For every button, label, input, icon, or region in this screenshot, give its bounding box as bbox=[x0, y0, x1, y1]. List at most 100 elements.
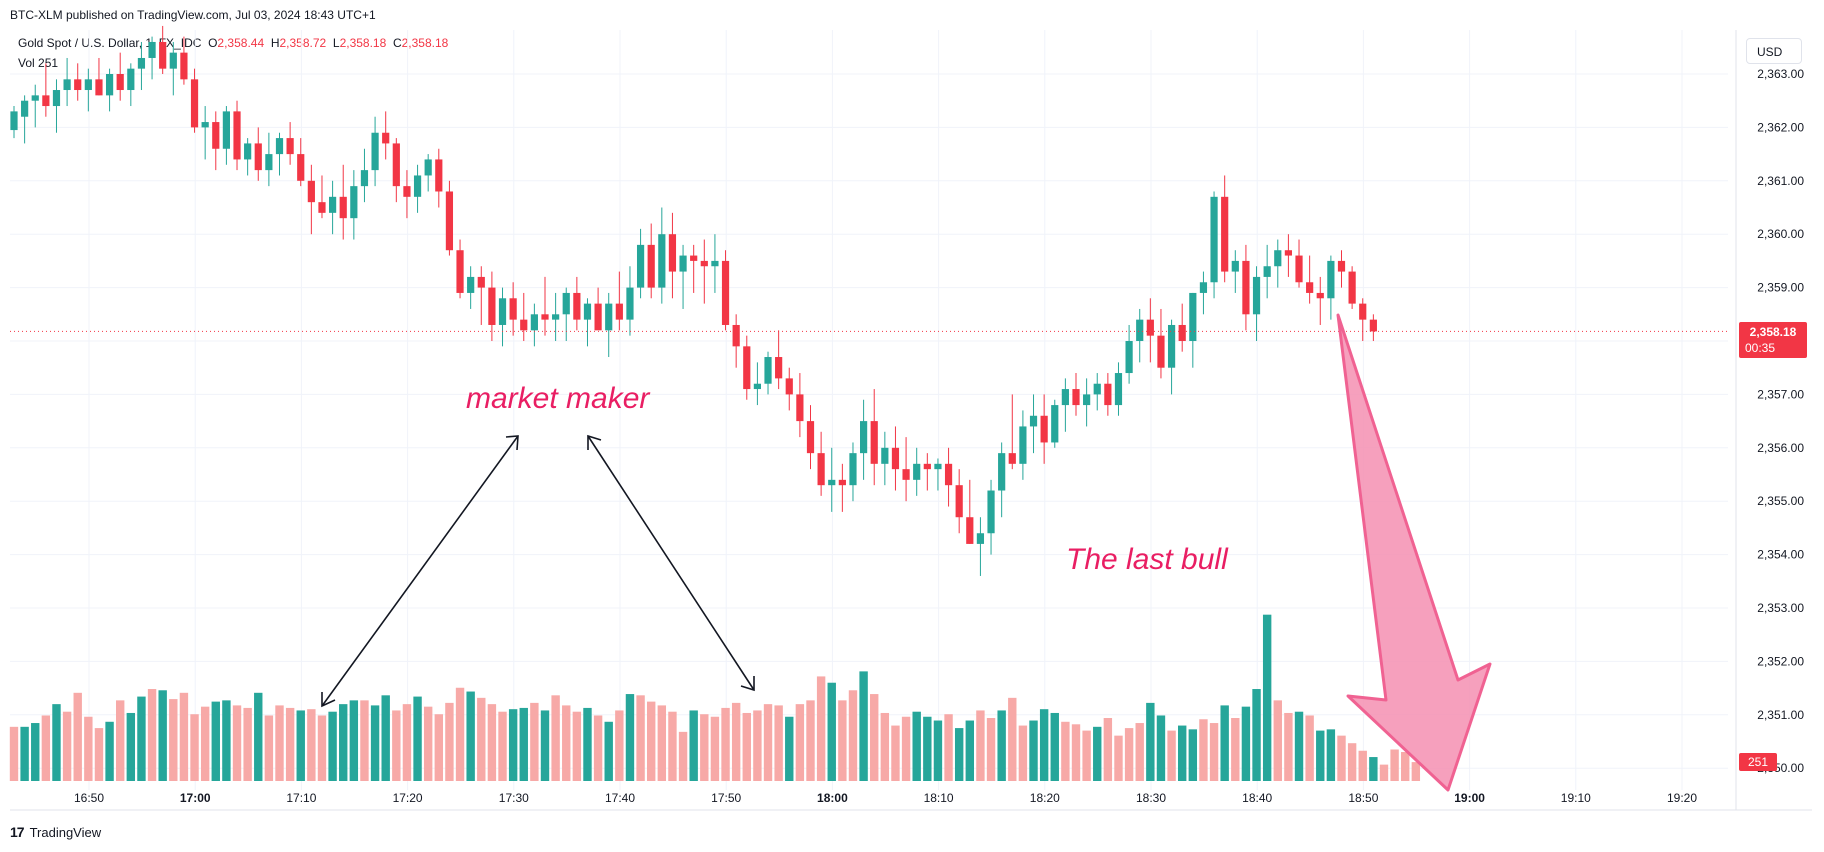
volume-bar bbox=[9, 726, 19, 781]
x-tick-label: 18:10 bbox=[924, 791, 954, 805]
candle-body bbox=[31, 95, 39, 101]
y-tick-label: 2,361.00 bbox=[1757, 174, 1804, 188]
y-tick-label: 2,355.00 bbox=[1757, 494, 1804, 508]
volume-bar bbox=[1390, 749, 1399, 781]
candle-body bbox=[828, 479, 836, 486]
volume-bar bbox=[275, 705, 284, 781]
candle-body bbox=[636, 244, 645, 288]
volume-bar bbox=[243, 707, 252, 781]
vol-label: Vol bbox=[18, 56, 35, 70]
candle-body bbox=[870, 421, 878, 464]
volume-bar bbox=[487, 704, 497, 781]
currency-button[interactable]: USD bbox=[1746, 38, 1802, 64]
candle-body bbox=[955, 485, 963, 518]
candle-body bbox=[1114, 373, 1123, 406]
volume-bar bbox=[423, 706, 433, 781]
volume-bar bbox=[381, 695, 390, 781]
candle-body bbox=[1061, 389, 1069, 406]
volume-bar bbox=[200, 706, 210, 781]
volume-bar bbox=[1146, 702, 1155, 781]
volume-bar bbox=[721, 707, 730, 781]
candle-body bbox=[403, 186, 411, 197]
volume-bar bbox=[562, 705, 571, 781]
x-tick-label: 18:30 bbox=[1136, 791, 1166, 805]
candle-body bbox=[732, 324, 740, 347]
volume-bar bbox=[339, 704, 348, 781]
candle-body bbox=[1199, 282, 1208, 293]
x-tick-label: 19:10 bbox=[1561, 791, 1591, 805]
volume-bar bbox=[1401, 752, 1410, 781]
candle-body bbox=[42, 95, 50, 107]
candle-body bbox=[849, 453, 857, 486]
x-tick-label: 17:00 bbox=[180, 791, 211, 805]
candle-body bbox=[21, 100, 29, 117]
candle-body bbox=[647, 244, 655, 288]
volume-bar bbox=[1273, 700, 1282, 781]
vol-value: 251 bbox=[38, 56, 59, 70]
candle-body bbox=[881, 447, 889, 464]
footer-brand[interactable]: 17 TradingView bbox=[10, 824, 101, 840]
x-tick-label: 17:20 bbox=[393, 791, 423, 805]
volume-bar bbox=[1071, 724, 1081, 781]
volume-bar bbox=[583, 707, 592, 781]
volume-bar bbox=[551, 695, 560, 781]
volume-bar bbox=[137, 696, 146, 781]
candle-body bbox=[1263, 266, 1271, 277]
volume-bar bbox=[31, 723, 40, 781]
candle-body bbox=[1104, 383, 1112, 406]
candle-body bbox=[1231, 260, 1239, 272]
volume-bar bbox=[62, 711, 72, 781]
candle-body bbox=[477, 276, 485, 288]
candle-body bbox=[1369, 319, 1377, 332]
volume-bar bbox=[1188, 729, 1198, 781]
volume-bars bbox=[9, 614, 1421, 781]
candle-body bbox=[594, 303, 602, 331]
candle-body bbox=[244, 143, 252, 160]
volume-bar bbox=[20, 726, 29, 781]
y-tick-label: 2,359.00 bbox=[1757, 281, 1804, 295]
x-tick-label: 17:10 bbox=[286, 791, 316, 805]
candle-body bbox=[1337, 260, 1346, 272]
volume-bar bbox=[1008, 697, 1017, 781]
volume-bar bbox=[222, 700, 231, 781]
candle-body bbox=[190, 79, 199, 128]
low-label: L bbox=[332, 36, 340, 50]
candle-body bbox=[509, 298, 517, 320]
y-tick-label: 2,362.00 bbox=[1757, 120, 1804, 134]
volume-bar bbox=[1294, 711, 1304, 781]
volume-bar bbox=[848, 690, 858, 781]
candle-body bbox=[392, 143, 400, 187]
volume-bar bbox=[94, 728, 104, 781]
candle-body bbox=[573, 292, 581, 320]
candle-body bbox=[1242, 260, 1250, 315]
high-value: 2,358.72 bbox=[279, 36, 327, 50]
candle-body bbox=[721, 260, 730, 325]
volume-bar bbox=[1199, 719, 1208, 781]
volume-bar bbox=[1082, 730, 1091, 781]
x-tick-label: 19:20 bbox=[1667, 791, 1697, 805]
volume-bar bbox=[477, 697, 486, 781]
volume-bar bbox=[126, 712, 136, 781]
volume-bar bbox=[1241, 706, 1251, 781]
volume-bar bbox=[169, 699, 178, 781]
candles bbox=[10, 25, 1377, 576]
volume-bar bbox=[158, 690, 167, 781]
volume-bar bbox=[84, 716, 93, 781]
candle-body bbox=[923, 463, 931, 470]
volume-bar bbox=[976, 710, 985, 781]
volume-bar bbox=[1114, 735, 1123, 781]
volume-badge: 251 bbox=[1739, 753, 1777, 771]
x-tick-label: 17:40 bbox=[605, 791, 635, 805]
volume-bar bbox=[1124, 728, 1134, 781]
candle-body bbox=[1221, 196, 1229, 272]
open-value: 2,358.44 bbox=[217, 36, 265, 50]
candle-body bbox=[817, 453, 825, 486]
candle-body bbox=[743, 346, 751, 390]
volume-bar bbox=[647, 701, 656, 781]
candle-body bbox=[976, 533, 985, 544]
last-price-badge: 2,358.18 00:35 bbox=[1739, 322, 1807, 358]
volume-bar bbox=[1379, 764, 1389, 781]
volume-bar bbox=[891, 725, 900, 781]
volume-bar bbox=[41, 715, 51, 781]
